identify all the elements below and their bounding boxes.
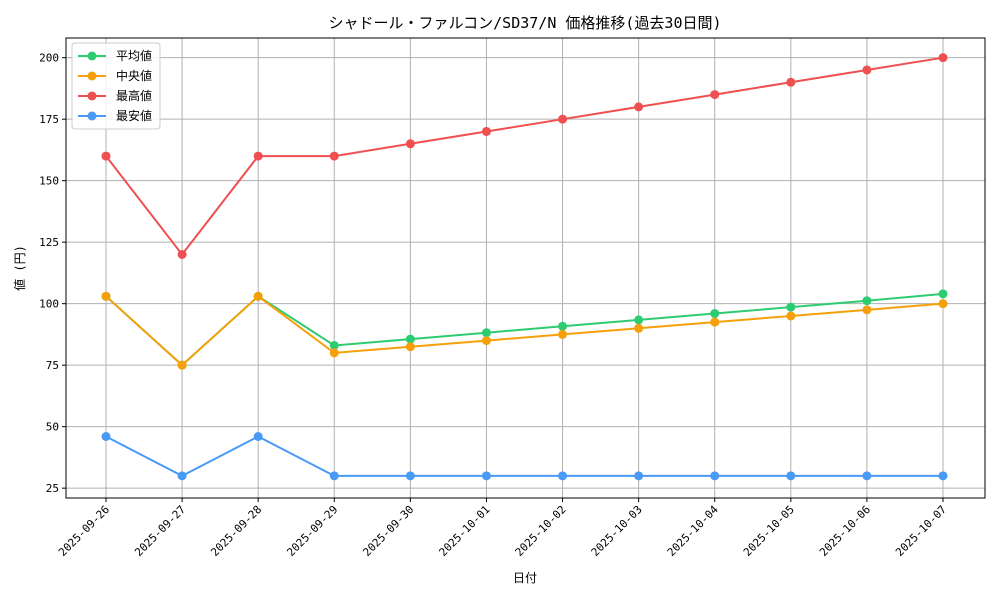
legend-label: 中央値	[116, 68, 152, 83]
data-point	[405, 471, 415, 481]
y-axis-ticks: 25 50 75 100 125 150 175 200	[39, 52, 66, 495]
x-axis-ticks: 2025-09-26 2025-09-27 2025-09-28 2025-09-29…	[56, 498, 949, 559]
data-point	[481, 471, 491, 481]
data-point	[634, 323, 644, 333]
x-tick-label: 2025-10-07	[893, 503, 949, 559]
x-tick-label: 2025-10-01	[437, 503, 493, 559]
data-point	[710, 90, 720, 100]
data-point	[710, 317, 720, 327]
x-tick-label: 2025-09-29	[284, 503, 340, 559]
data-point	[177, 360, 187, 370]
data-point	[786, 471, 796, 481]
y-axis-label: 値 (円)	[12, 245, 27, 291]
data-point	[786, 77, 796, 87]
data-point	[101, 151, 111, 161]
grid	[66, 38, 985, 498]
data-point	[938, 53, 948, 63]
series-4	[101, 432, 948, 481]
data-point	[634, 471, 644, 481]
data-point	[938, 299, 948, 309]
legend-marker	[87, 91, 97, 101]
data-point	[101, 291, 111, 301]
data-point	[558, 329, 568, 339]
legend-box	[71, 42, 161, 130]
data-point	[101, 432, 111, 442]
data-point	[253, 432, 263, 442]
data-point	[862, 296, 872, 306]
y-tick-label: 150	[39, 175, 59, 188]
x-tick-label: 2025-09-26	[56, 503, 112, 559]
plot-frame	[65, 37, 986, 499]
data-point	[253, 151, 263, 161]
data-point	[329, 151, 339, 161]
data-point	[558, 114, 568, 124]
series-3	[101, 53, 948, 259]
data-point	[405, 334, 415, 344]
y-tick-label: 50	[46, 421, 59, 434]
legend-label: 最高値	[116, 88, 152, 103]
legend-marker	[87, 111, 97, 121]
data-point	[329, 340, 339, 350]
data-point	[481, 126, 491, 136]
y-tick-label: 75	[46, 359, 59, 372]
x-tick-label: 2025-10-03	[589, 503, 645, 559]
legend-label: 最安値	[116, 108, 152, 123]
y-tick-label: 175	[39, 113, 59, 126]
y-tick-label: 125	[39, 236, 59, 249]
data-point	[786, 311, 796, 321]
x-tick-label: 2025-10-04	[665, 503, 721, 559]
x-tick-label: 2025-10-02	[513, 503, 569, 559]
series-line	[105, 435, 943, 477]
series-2	[101, 291, 948, 370]
y-tick-label: 25	[46, 482, 59, 495]
series-line	[105, 56, 944, 257]
data-point	[177, 471, 187, 481]
data-point	[558, 321, 568, 331]
x-tick-label: 2025-10-05	[741, 503, 797, 559]
data-point	[481, 328, 491, 338]
data-point	[634, 315, 644, 325]
series-1	[101, 289, 948, 370]
data-point	[710, 309, 720, 319]
x-axis-label: 日付	[513, 571, 537, 585]
series-line	[105, 294, 944, 367]
legend-marker	[87, 71, 97, 81]
data-point	[558, 471, 568, 481]
data-point	[786, 302, 796, 312]
x-tick-label: 2025-10-06	[817, 503, 873, 559]
data-point	[634, 102, 644, 112]
data-point	[405, 342, 415, 352]
data-point	[710, 471, 720, 481]
chart-title: シャドール・ファルコン/SD37/N 価格推移(過去30日間)	[328, 14, 721, 32]
data-point	[862, 65, 872, 75]
series-layer	[101, 53, 948, 481]
data-point	[329, 471, 339, 481]
data-point	[177, 249, 187, 259]
y-tick-label: 200	[39, 52, 59, 65]
data-point	[329, 348, 339, 358]
data-point	[405, 139, 415, 149]
data-point	[938, 471, 948, 481]
data-point	[481, 336, 491, 346]
legend-label: 平均値	[116, 48, 152, 63]
series-line	[105, 292, 944, 367]
data-point	[862, 471, 872, 481]
x-tick-label: 2025-09-27	[132, 503, 188, 559]
data-point	[253, 291, 263, 301]
data-point	[862, 305, 872, 315]
legend-marker	[87, 51, 97, 61]
y-tick-label: 100	[39, 298, 59, 311]
x-tick-label: 2025-09-30	[360, 503, 416, 559]
data-point	[938, 289, 948, 299]
x-tick-label: 2025-09-28	[208, 503, 264, 559]
